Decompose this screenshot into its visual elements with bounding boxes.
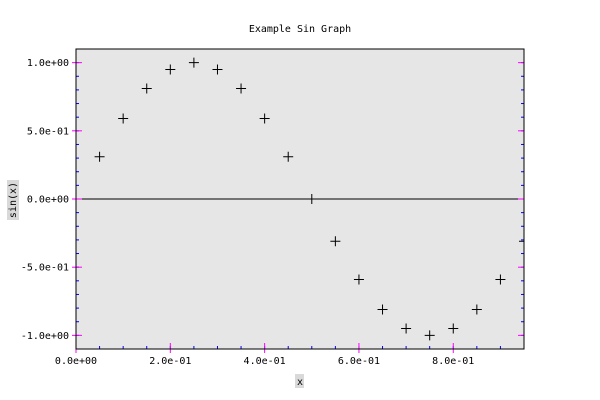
data-point bbox=[377, 304, 388, 315]
y-tick-label: 0.0e+00 bbox=[27, 195, 69, 206]
y-axis-label-background bbox=[7, 180, 19, 220]
x-tick-label: 2.0e-01 bbox=[149, 356, 191, 367]
data-point bbox=[448, 323, 459, 334]
data-point bbox=[495, 274, 506, 285]
x-tick-label: 8.0e-01 bbox=[432, 356, 474, 367]
x-tick-label: 0.0e+00 bbox=[55, 356, 97, 367]
data-point bbox=[306, 194, 317, 204]
y-tick-label: -5.0e-01 bbox=[21, 263, 69, 274]
x-axis-label: x bbox=[297, 377, 303, 388]
x-tick-label: 4.0e-01 bbox=[244, 356, 286, 367]
chart-title: Example Sin Graph bbox=[249, 24, 351, 35]
data-point bbox=[118, 113, 129, 124]
y-tick-label: 1.0e+00 bbox=[27, 58, 69, 69]
data-point bbox=[188, 57, 199, 68]
y-tick-label: 5.0e-01 bbox=[27, 126, 69, 137]
data-point bbox=[259, 113, 270, 124]
data-point bbox=[401, 323, 412, 334]
x-tick-label: 6.0e-01 bbox=[338, 356, 380, 367]
x-axis-label-background bbox=[295, 374, 304, 388]
data-point bbox=[165, 64, 176, 75]
data-point bbox=[353, 274, 364, 285]
plot-frame bbox=[75, 48, 525, 350]
y-axis-label: sin(x) bbox=[8, 182, 19, 218]
data-point bbox=[94, 151, 105, 162]
data-point bbox=[283, 151, 294, 162]
data-point bbox=[330, 236, 341, 247]
data-point bbox=[141, 83, 152, 94]
data-point bbox=[471, 304, 482, 315]
data-point bbox=[424, 330, 435, 341]
data-point bbox=[236, 83, 247, 94]
data-point bbox=[212, 64, 223, 75]
y-tick-label: -1.0e+00 bbox=[21, 331, 69, 342]
